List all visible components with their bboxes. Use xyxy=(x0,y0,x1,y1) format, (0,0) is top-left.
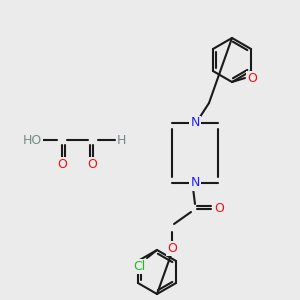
Text: O: O xyxy=(247,71,257,85)
Text: O: O xyxy=(214,202,224,214)
Text: O: O xyxy=(57,158,67,170)
Text: HO: HO xyxy=(22,134,42,146)
Text: O: O xyxy=(87,158,97,170)
Text: Cl: Cl xyxy=(133,260,145,272)
Text: N: N xyxy=(190,176,200,190)
Text: N: N xyxy=(190,116,200,130)
Text: H: H xyxy=(117,134,126,146)
Text: O: O xyxy=(167,242,177,254)
